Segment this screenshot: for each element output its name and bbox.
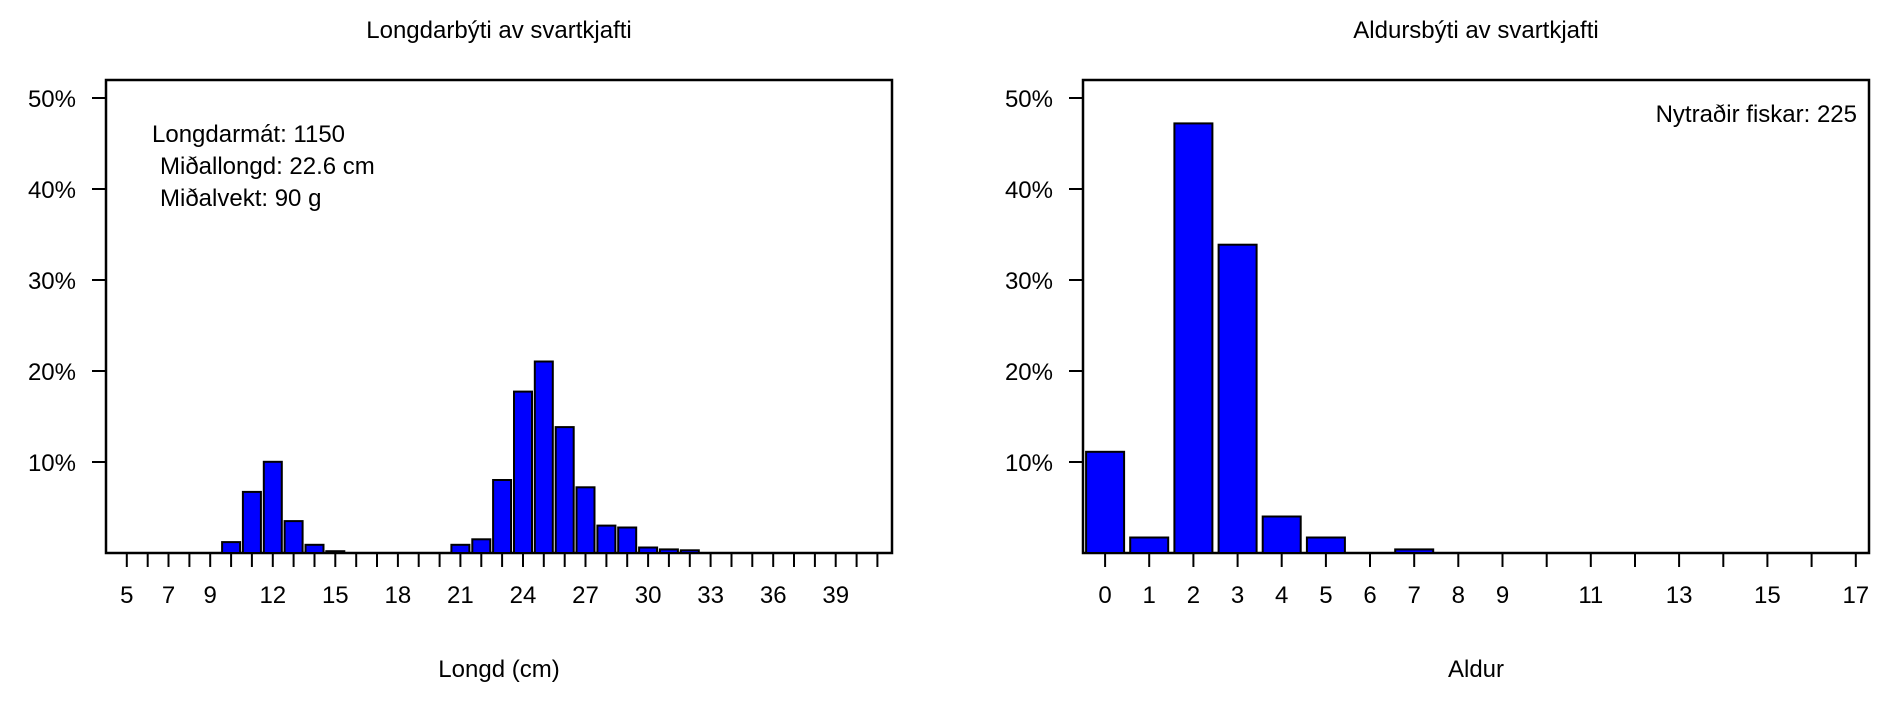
age-bar-7 — [1394, 548, 1435, 555]
age-x-tick-label: 11 — [1578, 582, 1603, 609]
length-x-axis-label: Longd (cm) — [438, 656, 559, 683]
length-bar-32 — [679, 549, 700, 554]
age-bar-5 — [1305, 536, 1346, 554]
age-bar-4 — [1261, 515, 1302, 554]
age-x-tick-label: 0 — [1098, 582, 1111, 609]
length-y-tick-label: 20% — [28, 359, 76, 386]
length-x-tick-label: 27 — [572, 582, 599, 609]
age-y-tick-label: 20% — [1005, 359, 1053, 386]
length-x-tick-label: 18 — [385, 582, 412, 609]
length-bar-13 — [283, 520, 304, 554]
length-bar-30 — [638, 546, 659, 554]
age-x-tick-label: 7 — [1408, 582, 1421, 609]
length-distribution-chart: Longdarbýti av svartkjafti 5 7 9 12 15 18 21 24… — [28, 17, 894, 683]
length-x-tick-label: 12 — [259, 582, 286, 609]
age-y-tick-label: 40% — [1005, 177, 1053, 204]
age-bar-0 — [1085, 450, 1126, 554]
length-bar-27 — [575, 486, 596, 554]
age-x-tick-label: 17 — [1842, 582, 1869, 609]
age-x-tick-label: 1 — [1143, 582, 1156, 609]
length-x-tick-label: 7 — [162, 582, 175, 609]
length-bar-28 — [596, 524, 617, 554]
length-x-ticks — [125, 553, 879, 567]
age-y-tick-label: 30% — [1005, 268, 1053, 295]
age-x-tick-label: 2 — [1187, 582, 1200, 609]
length-y-tick-label: 30% — [28, 268, 76, 295]
age-y-tick-label: 10% — [1005, 450, 1053, 477]
length-bar-23 — [492, 479, 513, 554]
length-bar-12 — [262, 460, 283, 554]
length-x-tick-label: 30 — [635, 582, 662, 609]
length-y-tick-label: 50% — [28, 86, 76, 113]
age-distribution-chart: Aldursbýti av svartkjafti 0 1 2 3 4 5 6 7 8 9 11 13… — [1005, 17, 1871, 683]
age-x-tick-label: 8 — [1452, 582, 1465, 609]
age-x-tick-label: 9 — [1496, 582, 1509, 609]
age-x-tick-label: 15 — [1754, 582, 1781, 609]
length-bar-11 — [241, 490, 262, 554]
age-x-tick-label: 4 — [1275, 582, 1288, 609]
age-x-ticks — [1104, 553, 1857, 567]
length-bar-15 — [325, 550, 346, 555]
length-bar-31 — [658, 548, 679, 555]
length-bar-10 — [221, 541, 242, 554]
length-x-tick-label: 36 — [760, 582, 787, 609]
length-y-tick-label: 40% — [28, 177, 76, 204]
age-x-axis-label: Aldur — [1448, 656, 1504, 683]
age-y-axis: 10% 20% 30% 40% 50% — [1005, 86, 1083, 477]
length-annotation-count: Longdarmát: 1150 — [152, 121, 345, 148]
length-x-tick-label: 15 — [322, 582, 349, 609]
length-bar-24 — [513, 390, 533, 554]
age-annotation-fish-used: Nytraðir fiskar: 225 — [1656, 101, 1857, 128]
length-bar-25 — [533, 360, 554, 554]
age-bar-3 — [1217, 243, 1258, 554]
length-annotation-mean-weight: Miðalvekt: 90 g — [160, 185, 321, 212]
age-x-tick-labels: 0 1 2 3 4 5 6 7 8 9 11 13 15 17 — [1098, 582, 1869, 609]
length-bar-14 — [304, 543, 325, 554]
length-bar-21 — [450, 543, 471, 554]
age-plot-frame — [1081, 78, 1871, 555]
length-x-tick-label: 21 — [447, 582, 474, 609]
age-x-tick-label: 6 — [1363, 582, 1376, 609]
length-y-tick-label: 10% — [28, 450, 76, 477]
age-y-tick-label: 50% — [1005, 86, 1053, 113]
length-chart-title: Longdarbýti av svartkjafti — [366, 17, 631, 44]
length-x-tick-label: 24 — [510, 582, 537, 609]
length-y-axis: 10% 20% 30% 40% 50% — [28, 86, 106, 477]
length-x-tick-label: 5 — [120, 582, 133, 609]
length-bars — [221, 360, 700, 555]
age-x-tick-label: 3 — [1231, 582, 1244, 609]
age-x-tick-label: 13 — [1666, 582, 1693, 609]
length-x-tick-label: 39 — [822, 582, 849, 609]
age-bar-2 — [1173, 122, 1214, 555]
length-bar-22 — [471, 538, 492, 554]
length-annotation-mean-length: Miðallongd: 22.6 cm — [160, 153, 375, 180]
length-bar-26 — [554, 426, 575, 555]
age-bars — [1085, 122, 1435, 555]
age-x-tick-label: 5 — [1319, 582, 1332, 609]
length-x-tick-labels: 5 7 9 12 15 18 21 24 27 30 33 36 39 — [120, 582, 849, 609]
length-x-tick-label: 33 — [697, 582, 724, 609]
age-bar-1 — [1129, 536, 1170, 554]
length-bar-29 — [617, 526, 638, 554]
length-x-tick-label: 9 — [204, 582, 217, 609]
age-chart-title: Aldursbýti av svartkjafti — [1353, 17, 1598, 44]
